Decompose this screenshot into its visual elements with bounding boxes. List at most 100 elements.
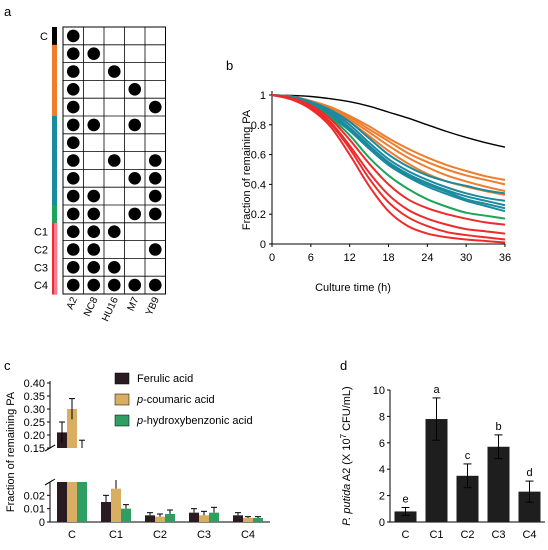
x-tick-label: 0 [269, 252, 275, 264]
strain-dot [87, 207, 101, 221]
x-tick-label: C [68, 529, 76, 541]
strain-dot [148, 100, 162, 114]
column-label: YB9 [144, 295, 162, 317]
significance-letter: d [526, 467, 532, 479]
bar [155, 516, 165, 522]
strain-dot [66, 65, 80, 78]
x-tick-label: C4 [522, 529, 536, 541]
strain-dot [148, 189, 162, 203]
bar [233, 515, 243, 522]
bar [243, 518, 253, 522]
bar [456, 475, 479, 522]
series-line-red [271, 94, 506, 241]
group-bar-segment [52, 44, 57, 64]
strain-dot [87, 225, 101, 238]
series-line-red [271, 94, 506, 244]
strain-dot [87, 47, 101, 60]
panel-b-line-chart: Fraction of remaining PA Culture time (h… [241, 90, 511, 294]
bar [189, 512, 199, 522]
bar [101, 502, 111, 522]
group-bar-segment [52, 133, 57, 153]
strain-dot [66, 118, 80, 132]
column-label: HU16 [100, 295, 121, 323]
y-tick-label: 0.25 [24, 417, 45, 429]
strain-dot [107, 154, 121, 167]
y-tick-label: 0.40 [24, 378, 45, 390]
series-line-red [271, 94, 506, 226]
group-bar-segment [52, 98, 57, 117]
panel-c-y-axis-label: Fraction of remaining PA [5, 391, 17, 512]
panel-b-x-axis-label: Culture time (h) [315, 282, 391, 294]
panel-b-y-axis-label: Fraction of remaining PA [241, 109, 253, 230]
legend-swatch [114, 414, 130, 427]
y-tick-label: 0.15 [24, 443, 45, 455]
strain-dot [66, 154, 80, 167]
significance-letter: b [495, 421, 501, 433]
strain-dot [66, 261, 80, 274]
strain-dot [128, 207, 142, 221]
row-label: C4 [34, 280, 48, 292]
break-gap [51, 450, 271, 480]
bar-lower-part [77, 482, 87, 522]
x-tick-label: C2 [153, 529, 167, 541]
strain-dot [128, 278, 142, 292]
strain-dot [107, 278, 121, 292]
strain-dot [87, 278, 101, 292]
bar-lower-part [57, 482, 67, 522]
y-tick-label: 4 [379, 464, 385, 476]
strain-dot [66, 225, 80, 238]
column-label: NC8 [82, 295, 101, 318]
y-tick-label: 0.8 [251, 120, 266, 132]
bar [121, 508, 131, 522]
y-tick-label: 8 [379, 411, 385, 423]
legend-label: Ferulic acid [137, 373, 193, 385]
group-bar-segment [52, 151, 57, 170]
axis-break-mark [44, 444, 56, 452]
strain-dot [66, 136, 80, 149]
strain-dot [87, 118, 101, 132]
y-tick-label: 6 [379, 438, 385, 450]
panel-d-y-axis-label: P. putida A2 (X 107 CFU/mL) [339, 386, 353, 525]
bar [199, 515, 209, 522]
panel-d-bar-chart: P. putida A2 (X 107 CFU/mL) 0 2 4 6 8 10 e Ca C1… [339, 384, 545, 541]
significance-letter: a [433, 384, 440, 396]
row-label: C2 [34, 245, 48, 257]
group-bar-segment [52, 169, 57, 188]
x-tick-label: C3 [197, 529, 211, 541]
strain-dot [148, 243, 162, 256]
row-label: C3 [34, 262, 48, 274]
group-bar-segment [52, 187, 57, 206]
x-tick-label: 30 [460, 252, 472, 264]
legend-swatch [114, 393, 130, 406]
strain-dot [107, 261, 121, 274]
bar-lower-part [67, 482, 77, 522]
series-line-teal [271, 94, 506, 195]
x-tick-label: C1 [109, 529, 123, 541]
strain-dot [66, 29, 80, 43]
panel-label-c: c [4, 358, 11, 373]
significance-letter: c [465, 450, 471, 462]
x-tick-label: C3 [491, 529, 505, 541]
y-tick-label: 0.2 [251, 209, 266, 221]
y-tick-label: 0 [379, 517, 385, 529]
strain-dot [107, 225, 121, 238]
x-tick-label: 24 [421, 252, 433, 264]
strain-dot [148, 172, 162, 185]
panel-a-grid: C C1 C2 C3 C4 A2 NC8 HU16 M7 YB9 [34, 26, 166, 323]
bar [165, 514, 175, 522]
y-tick-label: 0.01 [24, 504, 45, 516]
panel-c-bar-chart: Fraction of remaining PA 0.150.200.250.3… [5, 372, 271, 541]
strain-dot [148, 278, 162, 292]
strain-dot [66, 243, 80, 256]
strain-dot [87, 189, 101, 203]
x-tick-label: C4 [241, 529, 255, 541]
series-line-orange [271, 94, 506, 186]
y-tick-label: 0.30 [24, 404, 45, 416]
y-tick-label: 0 [39, 517, 45, 529]
strain-dot [148, 207, 162, 221]
bar [394, 511, 417, 522]
column-label: A2 [65, 295, 80, 311]
x-tick-label: 6 [308, 252, 314, 264]
x-tick-label: C [402, 529, 410, 541]
grid-frame [62, 26, 166, 295]
